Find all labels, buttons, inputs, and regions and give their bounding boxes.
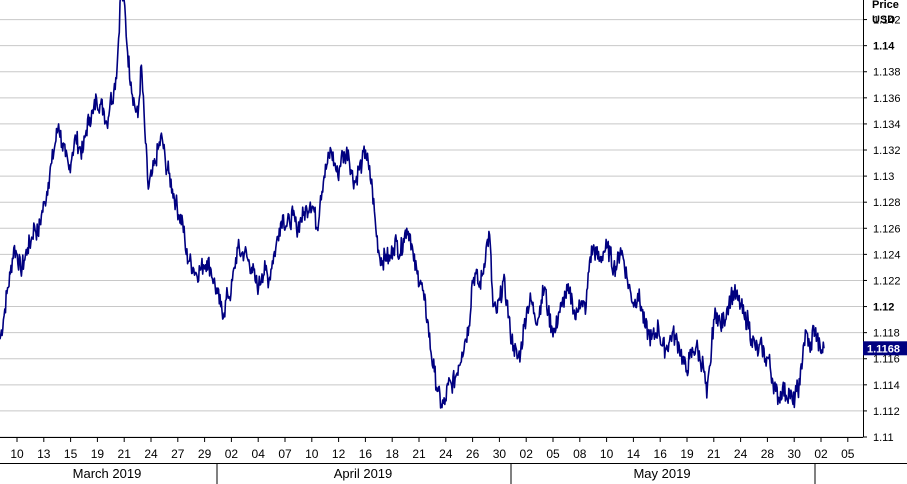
x-tick-label: 12 bbox=[332, 447, 346, 461]
x-tick-label: 29 bbox=[198, 447, 212, 461]
y-tick-label: 1.142 bbox=[873, 15, 901, 27]
x-tick-label: 10 bbox=[305, 447, 319, 461]
x-tick-label: 05 bbox=[841, 447, 855, 461]
x-tick-label: 24 bbox=[439, 447, 453, 461]
x-tick-label: 14 bbox=[627, 447, 641, 461]
x-tick-label: 02 bbox=[520, 447, 534, 461]
month-label: May 2019 bbox=[633, 466, 690, 481]
x-tick-label: 21 bbox=[707, 447, 721, 461]
x-tick-label: 10 bbox=[600, 447, 614, 461]
y-axis: 1.142 1.14 1.138 1.136 1.134 1.132 1.13 1.128 1.… bbox=[863, 15, 901, 444]
x-tick-label: 05 bbox=[546, 447, 560, 461]
y-tick-label: 1.12 bbox=[873, 302, 894, 314]
x-tick-label: 19 bbox=[91, 447, 105, 461]
current-price-label: 1.1168 bbox=[867, 343, 900, 355]
x-tick-label: 28 bbox=[761, 447, 775, 461]
y-tick-label: 1.136 bbox=[873, 93, 901, 105]
x-tick-label: 15 bbox=[64, 447, 78, 461]
x-tick-label: 10 bbox=[10, 447, 24, 461]
y-tick-label: 1.14 bbox=[873, 41, 895, 53]
month-label: March 2019 bbox=[73, 466, 142, 481]
price-header-label: Price bbox=[872, 0, 899, 11]
y-tick-label: 1.11 bbox=[873, 432, 894, 444]
current-price-box bbox=[863, 341, 907, 356]
x-tick-label: 19 bbox=[680, 447, 694, 461]
y-tick-label: 1.13 bbox=[873, 171, 894, 183]
y-tick-label: 1.138 bbox=[873, 67, 901, 79]
x-tick-label: 07 bbox=[278, 447, 292, 461]
month-labels: March 2019 April 2019 May 2019 bbox=[73, 464, 816, 484]
y-tick-label: 1.134 bbox=[873, 119, 901, 131]
x-tick-label: 04 bbox=[252, 447, 266, 461]
x-tick-label: 02 bbox=[225, 447, 239, 461]
price-line bbox=[0, 0, 825, 409]
x-tick-label: 24 bbox=[144, 447, 158, 461]
x-tick-label: 21 bbox=[118, 447, 132, 461]
y-tick-label: 1.126 bbox=[873, 223, 901, 235]
x-tick-label: 26 bbox=[466, 447, 480, 461]
y-tick-label: 1.112 bbox=[873, 406, 900, 418]
x-axis: 10 13 15 19 21 24 27 29 02 04 07 10 12 16 18 21 24 26 30 02… bbox=[10, 437, 855, 461]
x-tick-label: 30 bbox=[788, 447, 802, 461]
y-tick-label: 1.128 bbox=[873, 197, 901, 209]
x-tick-label: 21 bbox=[412, 447, 426, 461]
chart-frame bbox=[0, 0, 907, 464]
current-price-marker: 1.1168 bbox=[863, 341, 907, 356]
x-tick-label: 16 bbox=[654, 447, 668, 461]
x-tick-label: 18 bbox=[386, 447, 400, 461]
x-tick-label: 02 bbox=[814, 447, 828, 461]
x-tick-label: 24 bbox=[734, 447, 748, 461]
x-tick-label: 08 bbox=[573, 447, 587, 461]
y-tick-label: 1.118 bbox=[873, 328, 900, 340]
x-tick-label: 16 bbox=[359, 447, 373, 461]
month-label: April 2019 bbox=[334, 466, 393, 481]
x-tick-label: 27 bbox=[171, 447, 185, 461]
y-tick-label: 1.124 bbox=[873, 249, 901, 261]
price-series bbox=[0, 0, 825, 409]
y-tick-label: 1.116 bbox=[873, 354, 900, 366]
x-tick-label: 13 bbox=[37, 447, 51, 461]
y-tick-label: 1.114 bbox=[873, 380, 900, 392]
y-tick-label: 1.132 bbox=[873, 145, 901, 157]
price-currency-label: USD bbox=[872, 14, 895, 26]
x-tick-label: 30 bbox=[493, 447, 507, 461]
y-tick-label: 1.122 bbox=[873, 275, 901, 287]
